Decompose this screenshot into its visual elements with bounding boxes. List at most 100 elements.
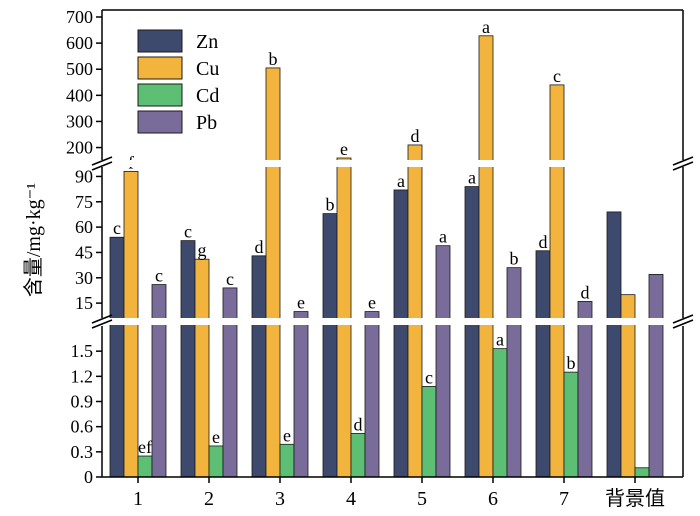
legend-label-cd: Cd [196,85,219,107]
bar-letter-label: e [368,293,376,313]
y-tick-label: 600 [66,33,93,53]
bar-letter-label: c [113,218,121,238]
bar-letter-label: a [468,168,476,188]
bar-cd-7 [563,371,579,478]
bar-zn-7 [535,250,551,478]
bar-cd-3 [279,443,295,478]
axes-layer: 1 2 3 4 5 6 7 背景值00.30.60.91.21.515304560759020… [66,7,697,510]
bar-letter-label: d [411,126,420,146]
y-tick-label: 1.5 [71,341,94,361]
bar-pb-2 [222,287,238,478]
y-tick-label: 60 [75,217,93,237]
bar-labels-layer: cfefccgecdbeebedeadcaaaabdcbd [113,17,590,457]
bar-cu-5 [407,144,423,478]
x-tick-label: 3 [275,488,285,510]
bar-letter-label: d [539,232,548,252]
bar-pb-3 [293,311,309,478]
y-tick-label: 0.3 [71,442,94,462]
bar-letter-label: a [397,171,405,191]
bar-letter-label: g [198,240,207,260]
bar-pb-4 [364,311,380,478]
bar-letter-label: e [212,427,220,447]
y-tick-label: 45 [75,242,93,262]
y-tick-label: 200 [66,138,93,158]
bar-letter-label: e [340,139,348,159]
y-tick-label: 30 [75,268,93,288]
y-tick-label: 300 [66,111,93,131]
bar-cu-6 [478,35,494,478]
legend-swatch-cd [137,83,183,107]
axis-break-mark [91,319,113,329]
bar-letter-label: b [326,195,335,215]
bar-zn-2 [180,240,196,478]
x-tick-label: 5 [417,488,427,510]
x-tick-label: 1 [133,488,143,510]
bar-letter-label: c [184,222,192,242]
bar-letter-label: d [354,414,363,434]
bar-pb-8 [648,273,664,478]
bar-pb-5 [435,245,451,478]
bar-letter-label: c [553,66,561,86]
x-tick-label: 背景值 [605,487,665,510]
x-tick-label: 6 [488,488,498,510]
bar-cu-2 [194,258,210,478]
y-tick-label: 75 [75,192,93,212]
bar-cu-4 [336,157,352,478]
y-tick-label: 1.2 [71,366,94,386]
bar-letter-label: b [269,49,278,69]
bars-layer [109,35,664,478]
bar-cd-8 [634,467,650,478]
bar-letter-label: c [155,266,163,286]
y-tick-label: 90 [75,166,93,186]
bar-cu-3 [265,67,281,478]
axis-break-mark [91,314,113,324]
axis-break-mark [672,319,694,329]
y-tick-label: 400 [66,85,93,105]
y-tick-label: 700 [66,7,93,27]
bar-zn-5 [393,189,409,478]
legend: Zn Cu Cd Pb [137,29,219,134]
bar-pb-7 [577,301,593,478]
bar-letter-label: a [482,17,490,37]
bar-cd-2 [208,445,224,478]
legend-label-pb: Pb [196,112,217,134]
legend-label-zn: Zn [196,31,218,53]
axis-break-band [88,318,697,325]
x-tick-label: 2 [204,488,214,510]
bar-letter-label: d [581,282,590,302]
bar-letter-label: c [425,367,433,387]
axis-break-mark [672,156,694,166]
bar-pb-1 [151,284,167,478]
legend-swatch-cu [137,56,183,80]
x-tick-label: 4 [346,488,356,510]
bar-pb-6 [506,267,522,478]
bar-cd-5 [421,385,437,478]
legend-swatch-pb [137,110,183,134]
bar-cd-1 [137,455,153,478]
axis-break-mark [672,161,694,171]
bar-letter-label: b [510,249,519,269]
bar-zn-8 [606,211,622,478]
bar-cd-6 [492,348,508,478]
bar-cu-7 [549,84,565,478]
bar-letter-label: d [255,237,264,257]
bar-letter-label: e [297,293,305,313]
bar-letter-label: a [496,330,504,350]
x-tick-label: 7 [559,488,569,510]
y-tick-label: 0.6 [71,417,94,437]
bar-zn-3 [251,255,267,478]
bar-zn-4 [322,213,338,478]
axis-break-mark [91,156,113,166]
axis-break-mark [91,161,113,171]
bar-letter-label: e [283,425,291,445]
y-tick-label: 0 [84,467,93,487]
axis-break-mark [672,314,694,324]
y-tick-label: 15 [75,293,93,313]
bar-letter-label: b [567,353,576,373]
y-tick-label: 500 [66,59,93,79]
axis-break-band [88,160,697,167]
y-tick-label: 0.9 [71,392,94,412]
bar-cd-4 [350,432,366,478]
y-axis-label: 含量/mg·kg⁻¹ [22,183,45,297]
